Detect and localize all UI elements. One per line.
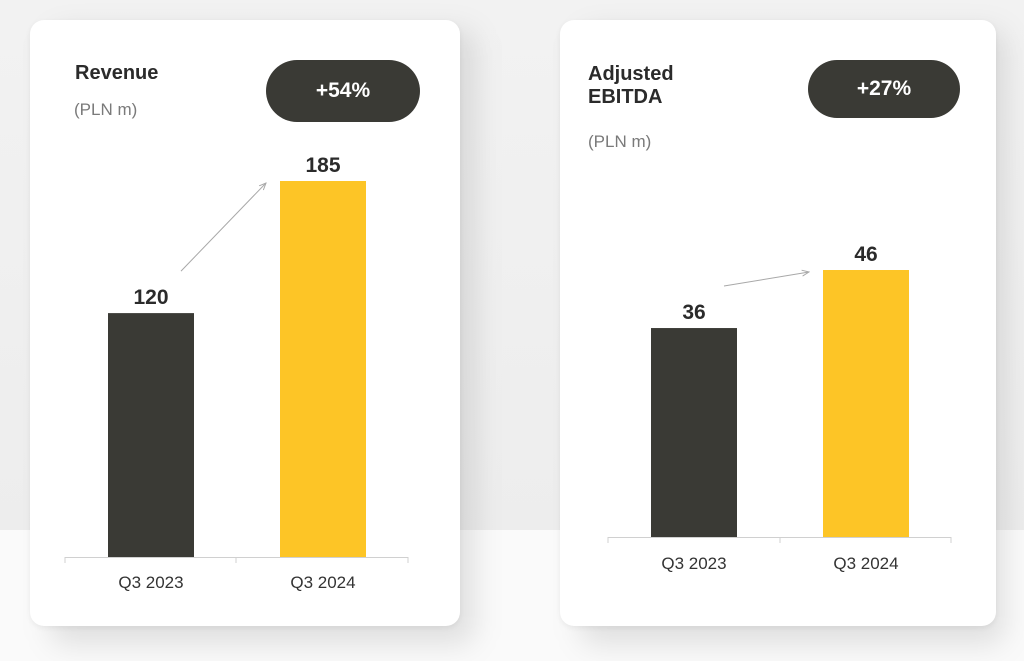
- ebitda-unit: (PLN m): [588, 132, 652, 151]
- bar-q3-2023: [108, 313, 194, 557]
- bar-value-label: 185: [305, 154, 340, 177]
- revenue-title: Revenue: [75, 62, 159, 84]
- revenue-card: Revenue (PLN m) +54% 120 Q3 2023 185 Q3 202…: [30, 20, 460, 626]
- x-tick-label: Q3 2023: [118, 573, 183, 592]
- revenue-unit: (PLN m): [74, 100, 138, 119]
- bar-q3-2024: [823, 270, 909, 537]
- bar-q3-2024: [280, 181, 366, 557]
- ebitda-chart: 36 Q3 2023 46 Q3 2024: [607, 243, 952, 573]
- bar-q3-2023: [651, 328, 737, 537]
- bar-value-label: 36: [682, 301, 705, 324]
- bar-value-label: 120: [133, 286, 168, 309]
- growth-arrow: [180, 183, 266, 272]
- ebitda-growth-badge: +27%: [808, 60, 960, 118]
- revenue-chart: 120 Q3 2023 185 Q3 2024: [64, 154, 409, 592]
- x-tick-label: Q3 2024: [833, 554, 898, 573]
- ebitda-title: Adjusted EBITDA: [588, 63, 674, 108]
- growth-arrow: [723, 272, 809, 287]
- revenue-growth-badge: +54%: [266, 60, 420, 122]
- x-tick-label: Q3 2024: [290, 573, 355, 592]
- ebitda-card: Adjusted EBITDA (PLN m) +27% 36 Q3 2023 46…: [560, 20, 996, 626]
- x-tick-label: Q3 2023: [661, 554, 726, 573]
- bar-value-label: 46: [854, 243, 877, 266]
